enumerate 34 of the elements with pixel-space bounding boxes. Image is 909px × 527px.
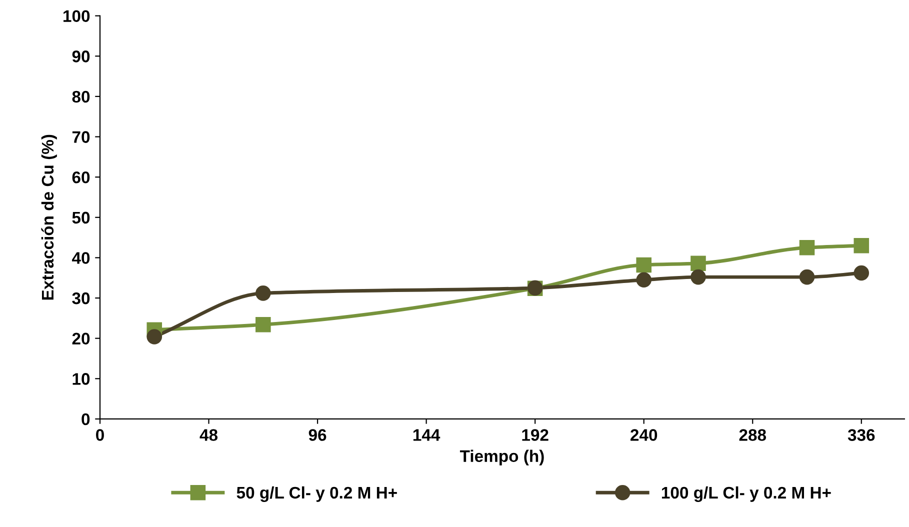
point — [854, 238, 870, 254]
x-tick-label: 240 — [630, 429, 658, 441]
point — [256, 316, 271, 332]
x-tick-label: 192 — [522, 429, 548, 441]
legend-label: 100 g/L Cl- y 0.2 M H+ — [662, 486, 831, 502]
x-tick-label: 144 — [413, 429, 440, 441]
y-tick-label: 100 — [64, 10, 90, 22]
point — [690, 256, 706, 271]
y-tick-label: 70 — [72, 131, 90, 143]
x-axis-title: Tiempo (h) — [460, 450, 544, 466]
y-tick-label: 40 — [72, 252, 90, 264]
x-tick-label: 96 — [308, 429, 326, 441]
y-tick-label: 80 — [72, 90, 90, 103]
x-tick-label: 48 — [200, 429, 218, 441]
point — [854, 265, 870, 281]
y-tick-label: 20 — [72, 332, 90, 345]
y-tick-label: 90 — [72, 50, 90, 62]
legend-label: 50 g/L Cl- y 0.2 M H+ — [236, 486, 397, 502]
x-tick-label: 336 — [848, 429, 875, 441]
point — [690, 269, 706, 285]
point — [636, 257, 652, 273]
point — [146, 329, 162, 344]
point — [799, 269, 815, 285]
x-tick-label: 288 — [739, 429, 766, 441]
y-tick-label: 30 — [72, 292, 90, 304]
point — [636, 272, 652, 288]
point — [256, 286, 271, 301]
point — [799, 240, 815, 256]
y-tick-label: 60 — [72, 171, 90, 184]
y-tick-label: 10 — [72, 373, 90, 385]
x-tick-label: 0 — [96, 429, 104, 441]
y-axis-title: Extracción de Cu (%) — [41, 134, 57, 300]
y-tick-label: 0 — [82, 413, 90, 426]
y-tick-label: 50 — [72, 212, 90, 224]
